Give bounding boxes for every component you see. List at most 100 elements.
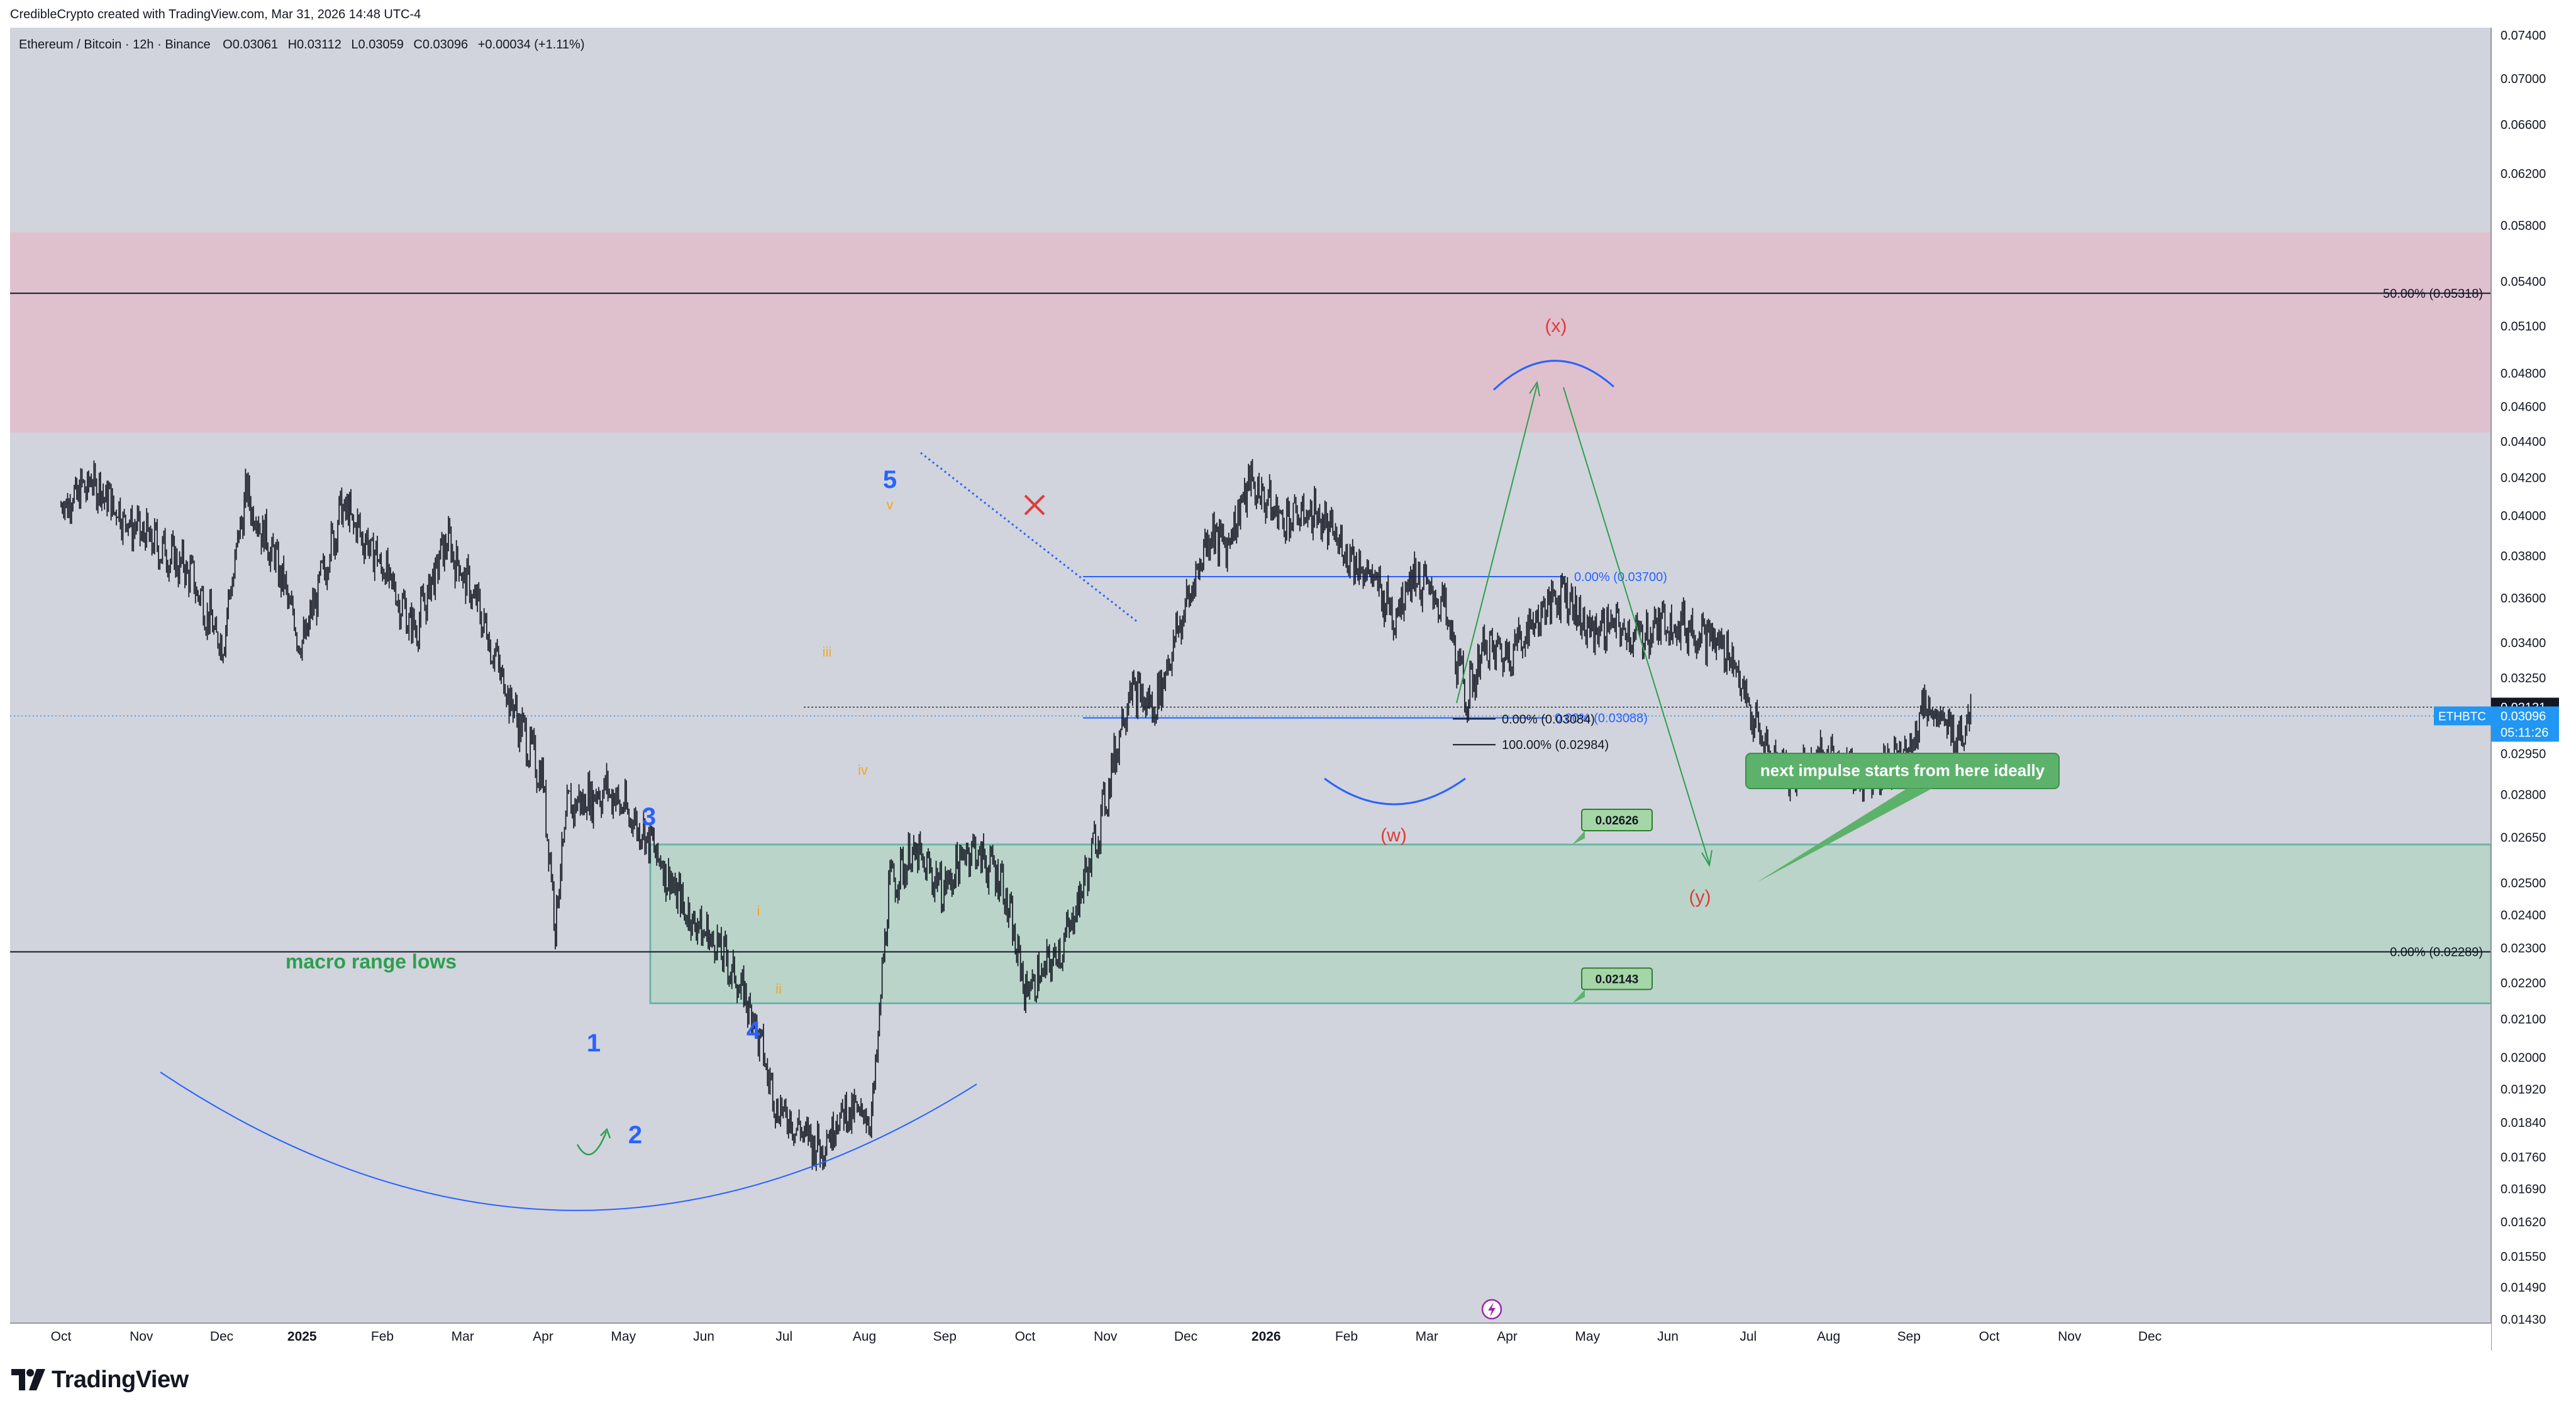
time-tick-label: Nov [2058, 1329, 2082, 1344]
fib-0-label: 0.00% (0.02289) [2390, 946, 2483, 960]
tradingview-logo[interactable]: TradingView [11, 1366, 189, 1394]
time-tick-label: Apr [1497, 1329, 1518, 1344]
price-tick-label: 0.07400 [2501, 29, 2546, 43]
price-tick-label: 0.04200 [2501, 472, 2546, 485]
resistance-zone[interactable] [10, 232, 2491, 433]
time-tick-label: Sep [1897, 1329, 1921, 1344]
time-tick-label: Oct [1979, 1329, 2000, 1344]
current-price-tag [2491, 706, 2559, 742]
price-tick-label: 0.05100 [2501, 319, 2546, 333]
legend-low-value: 0.03059 [358, 38, 404, 52]
price-tick-label: 0.02100 [2501, 1013, 2546, 1027]
time-tick-label: Mar [1416, 1329, 1438, 1344]
support-zone[interactable] [649, 843, 2492, 1004]
legend-close-value: 0.03096 [423, 38, 468, 52]
callout-text: next impulse starts from here ideally [1760, 761, 2045, 780]
price-tick-label: 0.06600 [2501, 118, 2546, 132]
w-bottom-arc[interactable] [1324, 777, 1466, 806]
legend-high-label: H [288, 38, 297, 52]
price-tick-label: 0.02400 [2501, 909, 2546, 923]
tradingview-wordmark: TradingView [52, 1366, 189, 1393]
price-tick-label: 0.01920 [2501, 1083, 2546, 1097]
range-bottom-label: 0.00% (0.03088) [1555, 712, 1648, 726]
zone-bottom-label: 0.02143 [1596, 973, 1639, 986]
time-tick-label: Oct [51, 1329, 72, 1344]
macro-bottom-arc[interactable] [160, 1072, 977, 1211]
projection-down-arrow[interactable] [1563, 387, 1710, 865]
arrow-down-head-icon [1701, 850, 1713, 867]
wave-4-label: 4 [747, 1017, 761, 1045]
price-tick-label: 0.06200 [2501, 167, 2546, 181]
price-tick-label: 0.03400 [2501, 636, 2546, 650]
price-tick-label: 0.04400 [2501, 435, 2546, 449]
(y)-label: (y) [1689, 887, 1711, 907]
legend-open-value: 0.03061 [233, 38, 278, 52]
price-tick-label: 0.01550 [2501, 1250, 2546, 1264]
zone-top-label-pointer [1572, 830, 1585, 845]
chart-legend: Ethereum / Bitcoin · 12h · Binance O0.03… [19, 38, 584, 52]
time-axis[interactable] [10, 1323, 2491, 1351]
price-tick-label: 0.03250 [2501, 672, 2546, 685]
current-price-text: 0.03096 [2501, 709, 2546, 723]
symbol-tag-text: ETHBTC [2438, 710, 2486, 723]
legend-close-label: C [413, 38, 422, 52]
bounce-arrow [576, 1131, 608, 1156]
downtrend-line[interactable] [920, 452, 1139, 624]
symbol-tag[interactable] [2434, 706, 2491, 726]
price-tick-label: 0.04000 [2501, 509, 2546, 523]
projection-up-arrow[interactable] [1456, 384, 1538, 704]
price-tick-label: 0.05400 [2501, 275, 2546, 289]
wave-3-label: 3 [642, 803, 656, 831]
mini-fib-0-label: 0.00% (0.03084) [1502, 712, 1595, 726]
price-tick-label: 0.01690 [2501, 1182, 2546, 1196]
price-axis[interactable] [2491, 28, 2576, 1323]
legend-title: Ethereum / Bitcoin · 12h · Binance [19, 38, 211, 52]
time-tick-label: Jun [693, 1329, 714, 1344]
time-tick-label: Jun [1657, 1329, 1679, 1344]
time-tick-label: Dec [1174, 1329, 1197, 1344]
subwave-i-label: i [757, 903, 760, 919]
subwave-iii-label: iii [823, 644, 832, 660]
price-series [60, 459, 1972, 1172]
callout-box[interactable] [1745, 753, 2060, 789]
subwave-v-label: v [887, 497, 894, 513]
tradingview-logo-icon [11, 1369, 45, 1390]
time-tick-label: Jul [775, 1329, 792, 1344]
range-top-label: 0.00% (0.03700) [1574, 570, 1667, 584]
zone-bottom-label-box[interactable] [1581, 967, 1653, 990]
legend-change: +0.00034 (+1.11%) [478, 38, 585, 52]
zone-bottom-label-pointer [1572, 989, 1585, 1004]
x-top-arc[interactable] [1492, 360, 1614, 391]
candle-wicks[interactable] [60, 459, 1972, 1172]
price-tick-label: 0.02950 [2501, 747, 2546, 761]
time-tick-label: Dec [2138, 1329, 2162, 1344]
time-tick-label: Dec [210, 1329, 233, 1344]
time-tick-label: Feb [1335, 1329, 1358, 1344]
zone-top-label: 0.02626 [1596, 814, 1639, 828]
zone-top-label-box[interactable] [1581, 808, 1653, 831]
time-tick-label: Aug [853, 1329, 876, 1344]
arrow-up-head-icon [1529, 380, 1540, 397]
time-tick-label: Mar [452, 1329, 474, 1344]
fib-50-label: 50.00% (0.05318) [2383, 287, 2483, 301]
creator-credit: CredibleCrypto created with TradingView.… [10, 8, 421, 21]
bar-countdown-text: 05:11:26 [2501, 726, 2548, 740]
legend-high-value: 0.03112 [297, 38, 341, 52]
price-tick-label: 0.02000 [2501, 1051, 2546, 1065]
time-tick-label: Feb [371, 1329, 394, 1344]
price-tick-label: 0.07000 [2501, 72, 2546, 86]
price-tick-label: 0.01620 [2501, 1216, 2546, 1229]
plot-area[interactable] [10, 28, 2491, 1323]
time-tick-label: Oct [1015, 1329, 1036, 1344]
time-tick-label: 2026 [1252, 1329, 1281, 1344]
wave-1-label: 1 [587, 1029, 601, 1057]
wave-5-label: 5 [883, 466, 897, 494]
price-tick-label: 0.04600 [2501, 401, 2546, 414]
price-tick-label: 0.03800 [2501, 550, 2546, 563]
(w)-label: (w) [1380, 825, 1407, 846]
price-tick-label: 0.03600 [2501, 592, 2546, 606]
legend-low-label: L [351, 38, 358, 52]
price-tick-label: 0.01430 [2501, 1313, 2546, 1327]
price-tick-label: 0.04800 [2501, 367, 2546, 381]
